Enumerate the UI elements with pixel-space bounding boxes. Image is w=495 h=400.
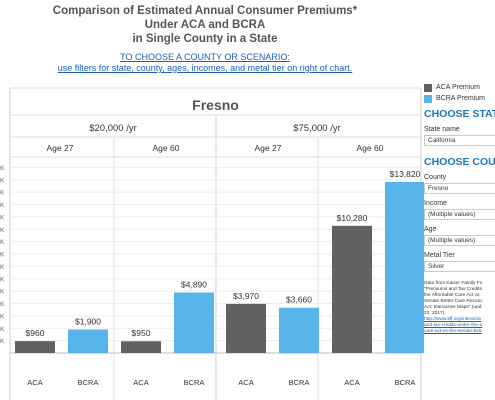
income-label: Income	[424, 200, 447, 207]
x-category-label: ACA	[344, 378, 359, 387]
legend-item-aca[interactable]: ACA Premium	[424, 82, 495, 93]
y-tick-label: K	[0, 165, 5, 172]
bar-bcra	[174, 292, 214, 353]
age-header: Age 27	[255, 143, 282, 153]
y-tick-label: K	[0, 227, 5, 234]
bar-aca	[121, 341, 161, 353]
source-note: Data from Kaiser Family Fo "Premiums and…	[424, 281, 495, 335]
legend-item-bcra[interactable]: BCRA Premium	[424, 93, 495, 104]
bar-aca	[332, 225, 372, 353]
chart-title: Comparison of Estimated Annual Consumer …	[0, 4, 410, 46]
source-line: 23, 2017)	[424, 311, 445, 316]
state-name-label: State name	[424, 126, 460, 133]
income-header: $20,000 /yr	[89, 123, 137, 134]
source-line: Data from Kaiser Family Fo	[424, 281, 483, 286]
data-label: $1,900	[75, 316, 101, 326]
bar-bcra	[385, 182, 424, 353]
bar-bcra	[68, 329, 108, 353]
income-select[interactable]: (Multiple values)	[424, 209, 495, 220]
income-header: $75,000 /yr	[293, 123, 341, 134]
title-line: in Single County in a State	[132, 33, 278, 45]
choose-county-heading: CHOOSE COUNTY	[424, 156, 495, 168]
bar-aca	[15, 341, 55, 353]
source-line: Act: Interactive Maps" (upd	[424, 305, 482, 310]
data-label: $3,660	[286, 295, 312, 305]
source-url-line[interactable]: http://www.kff.org/interactiv	[424, 317, 482, 322]
title-line: Under ACA and BCRA	[144, 19, 266, 31]
x-category-label: BCRA	[184, 378, 205, 387]
bar-aca	[226, 303, 266, 353]
source-line: "Premiums and Tax Credits	[424, 287, 482, 292]
y-tick-label: K	[0, 264, 5, 271]
link-line[interactable]: use filters for state, county, ages, inc…	[57, 63, 353, 73]
x-category-label: BCRA	[289, 378, 310, 387]
y-tick-label: K	[0, 276, 5, 283]
y-tick-label: K	[0, 202, 5, 209]
x-category-label: ACA	[133, 378, 148, 387]
x-category-label: ACA	[238, 378, 253, 387]
y-tick-label: K	[0, 326, 5, 333]
source-line: Senate Better Care Reconc	[424, 299, 483, 304]
county-label: County	[424, 174, 447, 181]
legend-swatch-aca	[424, 83, 432, 92]
filter-instructions-link[interactable]: TO CHOOSE A COUNTY OR SCENARIO: use filt…	[0, 52, 410, 74]
y-tick-label: K	[0, 252, 5, 259]
y-tick-label: K	[0, 177, 5, 184]
data-label: $10,280	[337, 213, 368, 223]
county-select[interactable]: Fresno	[424, 183, 495, 194]
age-select[interactable]: (Multiple values)	[424, 235, 495, 246]
data-label: $13,820	[390, 169, 421, 179]
legend-swatch-bcra	[424, 94, 432, 103]
x-category-label: BCRA	[78, 378, 99, 387]
metal-tier-select[interactable]: Silver	[424, 261, 495, 272]
age-label: Age	[424, 226, 437, 233]
source-line: the Affordable Care Act vs.	[424, 293, 481, 298]
y-tick-label: K	[0, 214, 5, 221]
age-header: Age 27	[47, 143, 74, 153]
y-tick-label: K	[0, 338, 5, 345]
y-tick-label: K	[0, 190, 5, 197]
bar-bcra	[279, 307, 319, 353]
data-label: $3,970	[233, 291, 259, 301]
source-url-line[interactable]: and-tax-credits-under-the-a	[424, 323, 483, 328]
legend-label-bcra: BCRA Premium	[436, 95, 486, 102]
legend-label-aca: ACA Premium	[436, 84, 480, 91]
x-category-label: ACA	[27, 378, 42, 387]
y-tick-label: K	[0, 239, 5, 246]
metal-tier-label: Metal Tier	[424, 252, 455, 259]
y-tick-label: K	[0, 313, 5, 320]
data-label: $4,890	[181, 280, 207, 290]
bar-chart: Fresno $20,000 /yr $75,000 /yr Age 27 Age 60…	[0, 87, 424, 400]
title-line: Comparison of Estimated Annual Consumer …	[52, 5, 358, 17]
data-label: $950	[132, 328, 151, 338]
source-url-line[interactable]: care-act-vs-the-senate-bett	[424, 329, 482, 334]
link-line[interactable]: TO CHOOSE A COUNTY OR SCENARIO:	[120, 52, 290, 62]
data-label: $960	[26, 328, 45, 338]
y-tick-label: K	[0, 289, 5, 296]
age-header: Age 60	[153, 143, 180, 153]
county-title: Fresno	[192, 97, 239, 113]
filter-panel: ACA Premium BCRA Premium CHOOSE STATE St…	[424, 82, 495, 400]
y-tick-label: K	[0, 301, 5, 308]
choose-state-heading: CHOOSE STATE	[424, 108, 495, 120]
state-select[interactable]: California	[424, 135, 495, 146]
x-category-label: BCRA	[395, 378, 416, 387]
age-header: Age 60	[357, 143, 384, 153]
